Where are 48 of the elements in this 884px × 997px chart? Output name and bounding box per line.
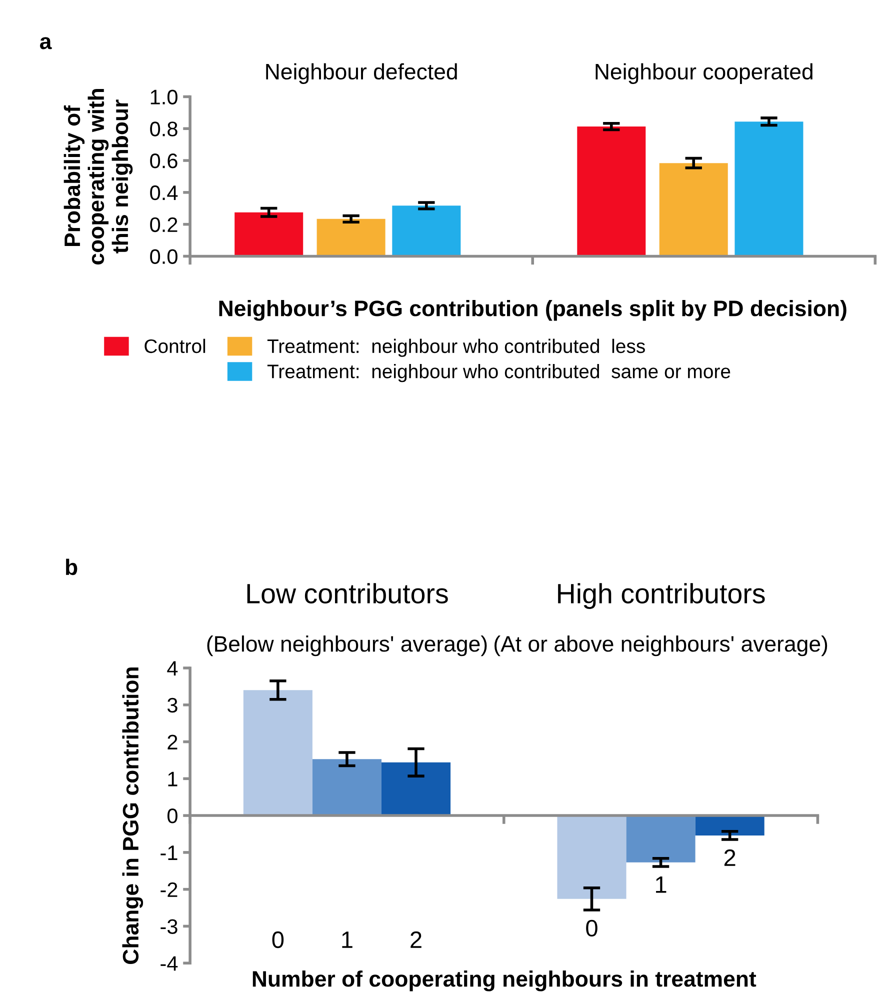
bar <box>316 218 386 256</box>
y-tick-label: 0.4 <box>150 185 178 200</box>
x-tick-label: Neighbour defected <box>266 63 457 84</box>
bar <box>659 163 728 256</box>
y-tick-label: 3 <box>167 698 178 713</box>
y-tick-label: 0.2 <box>150 217 178 232</box>
text: 2 <box>410 931 422 948</box>
chart-title: b <box>66 558 78 576</box>
legend-label: Treatment: neighbour who contributed less <box>267 338 645 357</box>
bar <box>381 762 451 816</box>
text: 1 <box>342 932 352 948</box>
text: (Below neighbours' average) <box>207 635 487 656</box>
text: (At or above neighbours' average) <box>494 635 828 656</box>
y-tick-label: 0.8 <box>150 122 178 136</box>
y-tick-label: -1 <box>160 846 178 860</box>
y-tick-label: -3 <box>160 919 178 934</box>
x-tick-label: High contributors <box>558 583 765 609</box>
bar <box>234 212 304 256</box>
y-tick-label: 0.0 <box>150 249 178 264</box>
series-label: 1 <box>656 876 666 893</box>
bar <box>392 206 461 256</box>
y-axis-title: Probability of cooperating with this neighbour <box>64 88 133 264</box>
x-axis-title: Number of cooperating neighbours in treatment <box>252 970 756 992</box>
bar <box>695 816 764 836</box>
bar <box>626 816 696 862</box>
x-tick-label: Low contributors <box>247 583 448 604</box>
bar <box>312 759 382 816</box>
y-tick-label: 1.0 <box>150 90 178 104</box>
bar <box>557 816 626 899</box>
y-tick-label: 1 <box>168 772 178 786</box>
legend-label: Control <box>144 338 206 354</box>
y-tick-label: -4 <box>160 956 178 971</box>
x-axis-title: Neighbour’s PGG contribution (panels split by PD decision) <box>219 300 846 321</box>
bar <box>734 122 804 256</box>
text: 0 <box>272 931 284 948</box>
y-tick-label: -2 <box>160 882 178 897</box>
bar <box>243 690 312 816</box>
y-tick-label: 2 <box>168 734 178 750</box>
series-label: 2 <box>724 849 736 866</box>
y-tick-label: 0.6 <box>150 154 178 168</box>
legend-label: Treatment: neighbour who contributed same or more <box>267 364 730 382</box>
y-tick-label: 4 <box>167 661 178 676</box>
x-tick-label: Neighbour cooperated <box>596 63 812 84</box>
series-label: 0 <box>586 920 598 937</box>
y-tick-label: 0 <box>167 808 178 824</box>
chart-title: a <box>40 37 52 50</box>
y-axis-title: Change in PGG contribution <box>122 668 144 964</box>
bar <box>577 126 646 256</box>
